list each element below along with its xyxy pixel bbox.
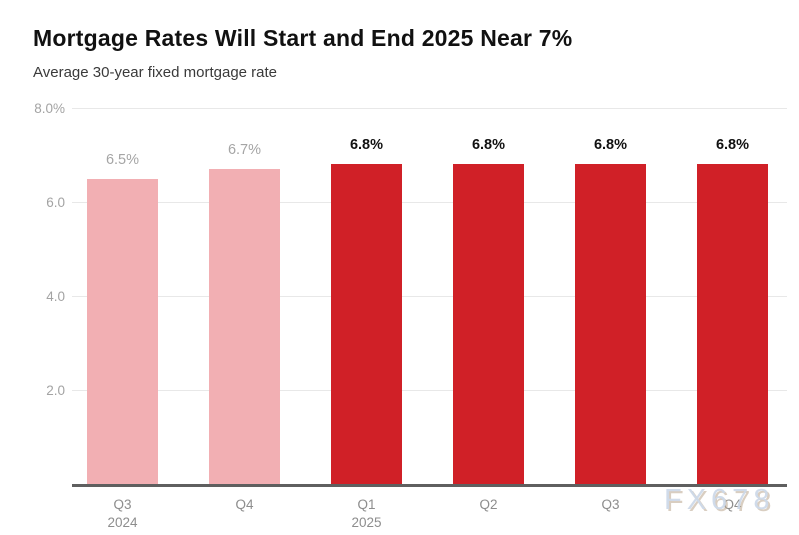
chart-subtitle: Average 30-year fixed mortgage rate [33, 64, 278, 81]
bar-Q3-2024 [87, 178, 158, 484]
bar-value-Q3-2024: 6.5% [105, 151, 140, 168]
page-title: Mortgage Rates Will Start and End 2025 N… [33, 25, 573, 51]
bar-Q4 [209, 169, 280, 484]
bar-value-Q4: 6.7% [227, 142, 262, 159]
x-axis-label-Q2: Q2 [479, 497, 498, 512]
gridline-6.0 [72, 202, 787, 203]
y-axis-tick-2.0: 2.0 [46, 383, 65, 398]
bar-value-Q4: 6.8% [715, 137, 750, 154]
gridline-2.0 [72, 390, 787, 391]
x-axis-label-Q4: Q4 [235, 497, 254, 512]
x-axis-label-Q4: Q4 [723, 497, 742, 512]
bar-Q4 [697, 164, 768, 484]
bar-Q2 [453, 164, 524, 484]
x-axis-label-Q1-2025: Q1 2025 [317, 496, 417, 532]
watermark: FX678 [664, 484, 775, 516]
x-axis-year-2024: 2024 [107, 515, 138, 530]
x-axis-label-Q3-2024: Q3 2024 [73, 496, 173, 532]
y-axis-tick-8.0%: 8.0% [34, 101, 65, 116]
gridline-8.0% [72, 108, 787, 109]
bar-value-Q1-2025: 6.8% [349, 137, 384, 154]
y-axis-tick-4.0: 4.0 [46, 289, 65, 304]
x-axis-line [72, 484, 787, 487]
y-axis-tick-6.0: 6.0 [46, 195, 65, 210]
bar-Q3 [575, 164, 646, 484]
x-axis-label-Q3: Q3 [601, 497, 620, 512]
bar-Q1-2025 [331, 164, 402, 484]
bar-value-Q2: 6.8% [471, 137, 506, 154]
bar-value-Q3: 6.8% [593, 137, 628, 154]
x-axis-year-2025: 2025 [351, 515, 382, 530]
gridline-4.0 [72, 296, 787, 297]
